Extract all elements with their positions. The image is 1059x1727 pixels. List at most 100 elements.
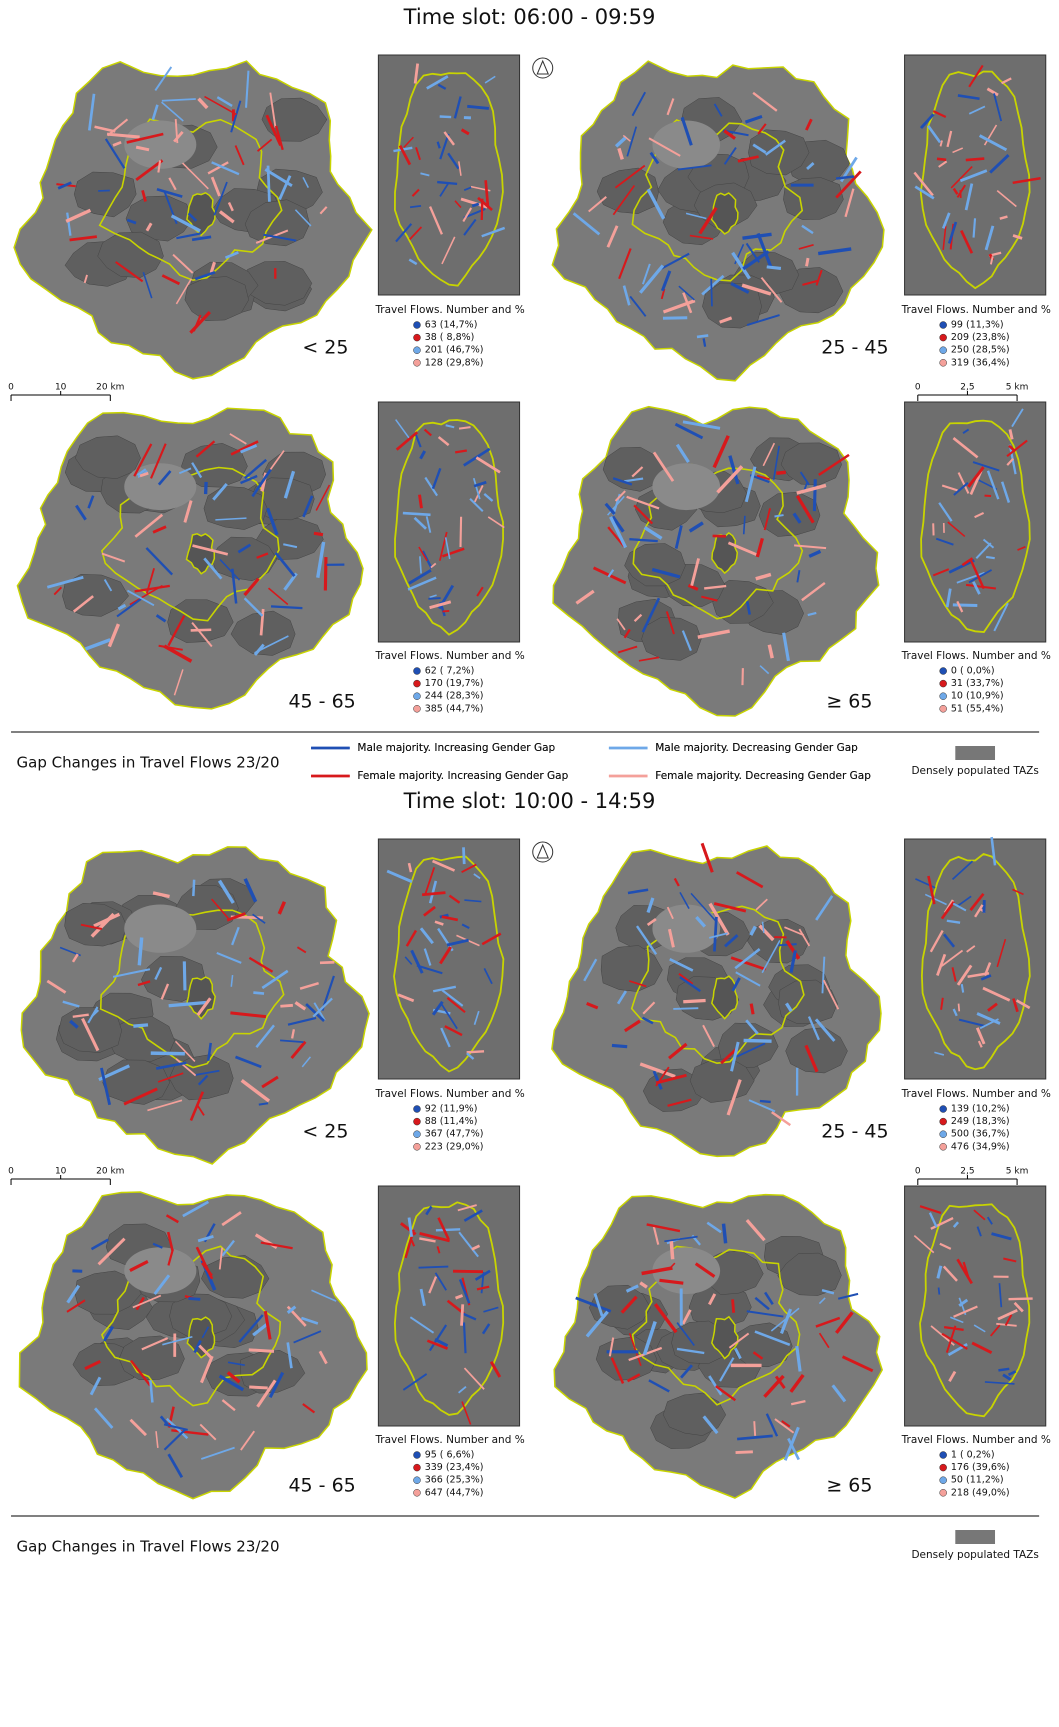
page: {"slots":[ {"title":"Time slot: 06:00 - … <box>0 0 1059 1727</box>
flow <box>442 611 449 612</box>
flow <box>711 279 712 307</box>
stats-value: 218 (49,0%) <box>951 1487 1010 1498</box>
flow <box>436 1229 460 1230</box>
stats-dot <box>413 705 420 712</box>
stats-value: 223 (29,0%) <box>425 1141 484 1152</box>
stats-value: 209 (23,8%) <box>951 332 1010 343</box>
stats-value: 50 (11,2%) <box>951 1475 1004 1486</box>
stats-title: Travel Flows. Number and % <box>374 1434 524 1446</box>
stats-dot <box>940 1489 947 1496</box>
inset <box>905 839 1046 1079</box>
flow <box>986 557 995 558</box>
inset <box>378 55 519 295</box>
stats-value: 99 (11,3%) <box>951 320 1004 331</box>
north-tri <box>537 845 548 858</box>
scale-label: 2,5 <box>960 383 974 393</box>
flow <box>428 598 440 599</box>
scale-label: 0 <box>8 1167 14 1177</box>
stats-title: Travel Flows. Number and % <box>901 1088 1051 1100</box>
age-label: 25 - 45 <box>821 337 888 359</box>
stats-dot <box>940 1477 947 1484</box>
stats-value: 10 (10,9%) <box>951 691 1004 702</box>
dense-swatch <box>955 746 995 760</box>
age-label: 25 - 45 <box>821 1121 888 1143</box>
stats-value: 31 (33,7%) <box>951 678 1004 689</box>
stats-dot <box>940 668 947 675</box>
flow <box>268 166 269 202</box>
north-arrow <box>533 58 553 78</box>
flow <box>320 962 334 963</box>
flow <box>314 533 323 534</box>
flow <box>133 1025 148 1026</box>
stats-value: 385 (44,7%) <box>425 703 484 714</box>
stats-dot <box>940 705 947 712</box>
flow <box>467 1051 484 1052</box>
stats-dot <box>413 1489 420 1496</box>
stats-dot <box>413 334 420 341</box>
scale-label: 0 <box>915 383 921 393</box>
stats-title: Travel Flows. Number and % <box>374 650 524 662</box>
flow <box>683 1001 705 1002</box>
stats-value: 367 (47,7%) <box>425 1129 484 1140</box>
stats-dot <box>413 668 420 675</box>
stats-value: 476 (34,9%) <box>951 1141 1010 1152</box>
stats-dot <box>940 693 947 700</box>
scale-label: 5 km <box>1006 1167 1029 1177</box>
scale-label: 10 <box>55 383 67 393</box>
stats-dot <box>940 1143 947 1150</box>
stats-title: Travel Flows. Number and % <box>374 304 524 316</box>
lake <box>652 463 720 510</box>
stats-title: Travel Flows. Number and % <box>901 650 1051 662</box>
stats-value: 250 (28,5%) <box>951 345 1010 356</box>
flow <box>612 1045 627 1046</box>
north-tri <box>537 61 548 74</box>
scale-label: 0 <box>8 383 14 393</box>
legend-title: Gap Changes in Travel Flows 23/20 <box>17 754 280 772</box>
stats-dot <box>413 1131 420 1138</box>
age-label: 45 - 65 <box>288 691 355 713</box>
stats-dot <box>413 680 420 687</box>
stats-value: 63 (14,7%) <box>425 320 478 331</box>
stats-value: 95 ( 6,6%) <box>425 1450 475 1461</box>
flow <box>249 1387 267 1388</box>
flow <box>663 318 687 319</box>
stats-dot <box>413 693 420 700</box>
scale-label: 20 km <box>96 383 124 393</box>
stats-dot <box>940 1452 947 1459</box>
flow <box>736 1452 753 1453</box>
inset <box>378 1186 519 1426</box>
flow <box>249 1350 274 1351</box>
stats-dot <box>940 334 947 341</box>
flow <box>671 1240 673 1259</box>
flow <box>191 630 212 631</box>
stats-dot <box>940 680 947 687</box>
scale-label: 20 km <box>96 1167 124 1177</box>
flow <box>959 1004 960 1012</box>
flow <box>974 218 975 237</box>
flow <box>1009 1299 1033 1300</box>
north-arrow <box>533 842 553 862</box>
flow <box>814 479 815 511</box>
stats-dot <box>940 1118 947 1125</box>
stats-value: 176 (39,6%) <box>951 1462 1010 1473</box>
stats-title: Travel Flows. Number and % <box>374 1088 524 1100</box>
stats-value: 647 (44,7%) <box>425 1487 484 1498</box>
stats-dot <box>940 347 947 354</box>
lake <box>124 905 196 953</box>
legend-label: Female majority. Decreasing Gender Gap <box>655 770 871 782</box>
stats-dot <box>413 1106 420 1113</box>
stats-value: 62 ( 7,2%) <box>425 666 475 677</box>
flow <box>453 1271 483 1272</box>
stats-value: 249 (18,3%) <box>951 1116 1010 1127</box>
stats-value: 500 (36,7%) <box>951 1129 1010 1140</box>
scale-label: 5 km <box>1006 383 1029 393</box>
flow <box>403 513 431 515</box>
scale-label: 2,5 <box>960 1167 974 1177</box>
stats-dot <box>940 359 947 366</box>
stats-value: 1 ( 0,2%) <box>951 1450 995 1461</box>
stats-value: 88 (11,4%) <box>425 1116 478 1127</box>
flow <box>464 1322 466 1353</box>
flow <box>253 993 264 994</box>
flow <box>767 267 781 269</box>
flow <box>280 1005 293 1006</box>
